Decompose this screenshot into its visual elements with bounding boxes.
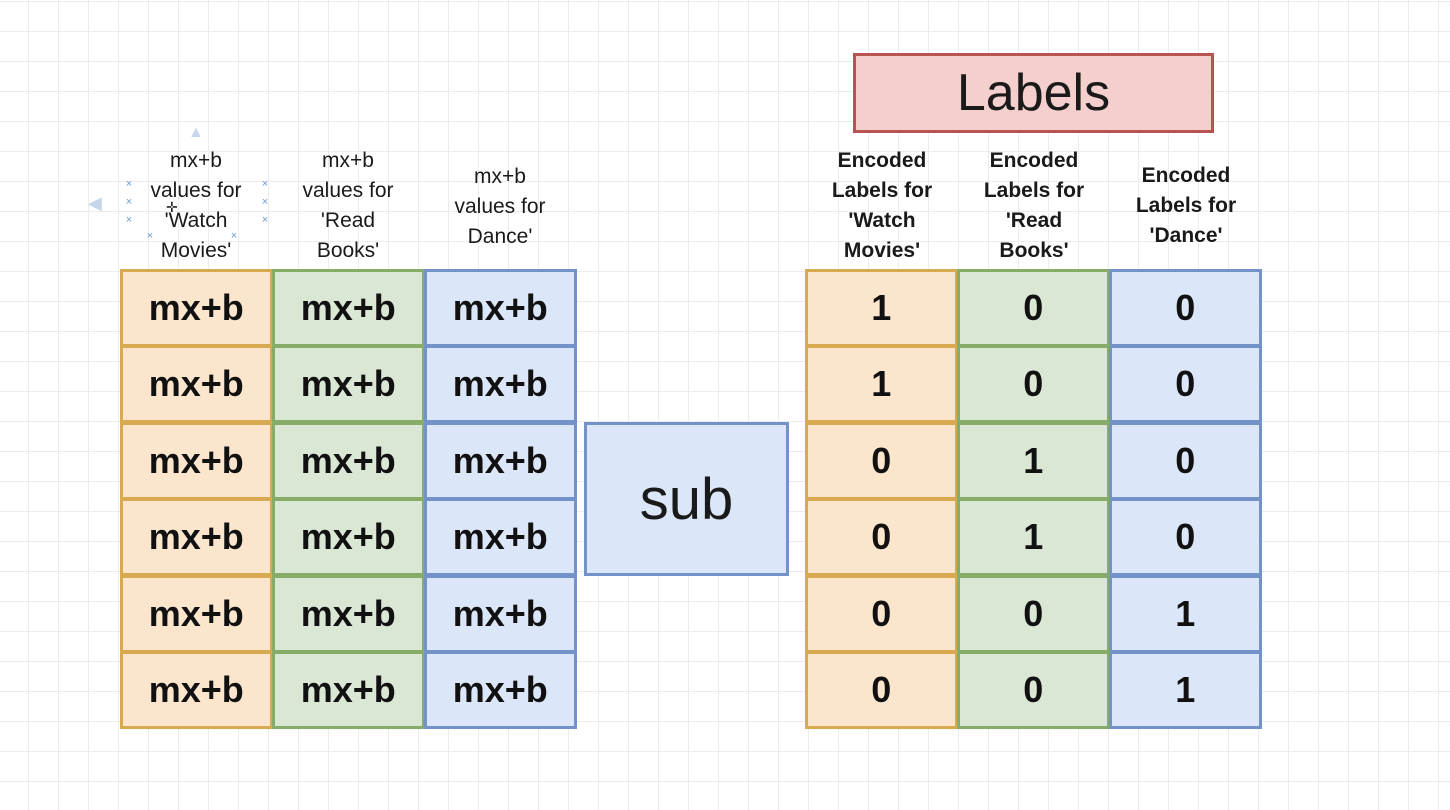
header-line: Movies' bbox=[843, 239, 921, 262]
mxb-cell[interactable]: mx+b bbox=[271, 574, 425, 653]
mxb-cell[interactable]: mx+b bbox=[271, 651, 425, 729]
resize-handle-icon[interactable]: × bbox=[261, 214, 269, 226]
header-line: values for bbox=[454, 195, 546, 218]
move-up-arrow-icon[interactable]: ▲ bbox=[188, 124, 204, 141]
header-encoded-read-books[interactable]: Encoded Labels for 'Read Books' bbox=[958, 146, 1110, 266]
encoded-label-cell[interactable]: 0 bbox=[804, 498, 958, 576]
encoded-label-cell[interactable]: 0 bbox=[804, 421, 958, 500]
header-line: 'Watch bbox=[848, 209, 916, 232]
header-read-books-values[interactable]: mx+b values for 'Read Books' bbox=[272, 146, 424, 266]
resize-handle-icon[interactable]: × bbox=[125, 178, 133, 190]
labels-title: Labels bbox=[956, 64, 1111, 122]
encoded-label-cell[interactable]: 0 bbox=[956, 268, 1110, 347]
header-line: Labels for bbox=[831, 179, 933, 202]
resize-handle-icon[interactable]: × bbox=[146, 230, 154, 242]
mxb-cell[interactable]: mx+b bbox=[119, 345, 273, 423]
mxb-values-table[interactable]: mx+b mx+b mx+b mx+b mx+b mx+b mx+b mx+b mx+b mx+b… bbox=[119, 268, 577, 729]
encoded-label-cell[interactable]: 0 bbox=[956, 651, 1110, 729]
header-line: Labels for bbox=[1135, 194, 1237, 217]
mxb-cell[interactable]: mx+b bbox=[119, 268, 273, 347]
mxb-cell[interactable]: mx+b bbox=[423, 268, 577, 347]
header-line: values for bbox=[150, 179, 242, 202]
header-line: Movies' bbox=[160, 239, 232, 262]
resize-handle-icon[interactable]: × bbox=[125, 196, 133, 208]
mxb-cell[interactable]: mx+b bbox=[423, 498, 577, 576]
encoded-label-cell[interactable]: 0 bbox=[956, 574, 1110, 653]
mxb-cell[interactable]: mx+b bbox=[271, 498, 425, 576]
header-line: Labels for bbox=[983, 179, 1085, 202]
encoded-label-cell[interactable]: 0 bbox=[804, 651, 958, 729]
mxb-cell[interactable]: mx+b bbox=[119, 498, 273, 576]
header-line: values for bbox=[302, 179, 394, 202]
encoded-label-cell[interactable]: 0 bbox=[956, 345, 1110, 423]
resize-handle-icon[interactable]: × bbox=[125, 214, 133, 226]
header-line: Books' bbox=[999, 239, 1069, 262]
mxb-cell[interactable]: mx+b bbox=[119, 574, 273, 653]
header-dance-values[interactable]: mx+b values for Dance' bbox=[424, 162, 576, 252]
mxb-cell[interactable]: mx+b bbox=[423, 345, 577, 423]
encoded-label-cell[interactable]: 0 bbox=[1108, 268, 1262, 347]
move-cursor-icon: ✛ bbox=[166, 199, 178, 215]
mxb-cell[interactable]: mx+b bbox=[423, 421, 577, 500]
encoded-label-cell[interactable]: 0 bbox=[804, 574, 958, 653]
header-encoded-dance[interactable]: Encoded Labels for 'Dance' bbox=[1110, 161, 1262, 251]
mxb-cell[interactable]: mx+b bbox=[271, 345, 425, 423]
sub-operation-box[interactable]: sub bbox=[584, 422, 789, 576]
encoded-label-cell[interactable]: 1 bbox=[804, 268, 958, 347]
header-watch-movies-values[interactable]: mx+b values for 'Watch Movies' bbox=[120, 146, 272, 266]
header-encoded-watch-movies[interactable]: Encoded Labels for 'Watch Movies' bbox=[806, 146, 958, 266]
encoded-label-cell[interactable]: 0 bbox=[1108, 345, 1262, 423]
header-line: mx+b bbox=[170, 149, 222, 172]
mxb-cell[interactable]: mx+b bbox=[423, 651, 577, 729]
mxb-cell[interactable]: mx+b bbox=[423, 574, 577, 653]
sub-label: sub bbox=[639, 466, 734, 532]
labels-title-box[interactable]: Labels bbox=[853, 53, 1214, 133]
header-line: Books' bbox=[316, 239, 380, 262]
encoded-label-cell[interactable]: 1 bbox=[804, 345, 958, 423]
move-left-arrow-icon[interactable]: ◀ bbox=[88, 193, 102, 213]
header-line: mx+b bbox=[474, 165, 526, 188]
header-line: 'Read bbox=[1005, 209, 1063, 232]
encoded-label-cell[interactable]: 1 bbox=[956, 498, 1110, 576]
mxb-cell[interactable]: mx+b bbox=[271, 268, 425, 347]
header-line: 'Watch bbox=[164, 209, 228, 232]
header-line: Dance' bbox=[467, 225, 533, 248]
mxb-cell[interactable]: mx+b bbox=[119, 421, 273, 500]
resize-handle-icon[interactable]: × bbox=[261, 178, 269, 190]
resize-handle-icon[interactable]: × bbox=[230, 230, 238, 242]
header-line: 'Read bbox=[320, 209, 376, 232]
header-line: mx+b bbox=[322, 149, 374, 172]
header-line: Encoded bbox=[1141, 164, 1231, 187]
header-line: 'Dance' bbox=[1149, 224, 1223, 247]
mxb-cell[interactable]: mx+b bbox=[119, 651, 273, 729]
encoded-label-cell[interactable]: 0 bbox=[1108, 498, 1262, 576]
mxb-cell[interactable]: mx+b bbox=[271, 421, 425, 500]
resize-handle-icon[interactable]: × bbox=[261, 196, 269, 208]
header-line: Encoded bbox=[989, 149, 1079, 172]
encoded-label-cell[interactable]: 1 bbox=[956, 421, 1110, 500]
encoded-label-cell[interactable]: 0 bbox=[1108, 421, 1262, 500]
encoded-label-cell[interactable]: 1 bbox=[1108, 651, 1262, 729]
encoded-label-cell[interactable]: 1 bbox=[1108, 574, 1262, 653]
header-line: Encoded bbox=[837, 149, 927, 172]
